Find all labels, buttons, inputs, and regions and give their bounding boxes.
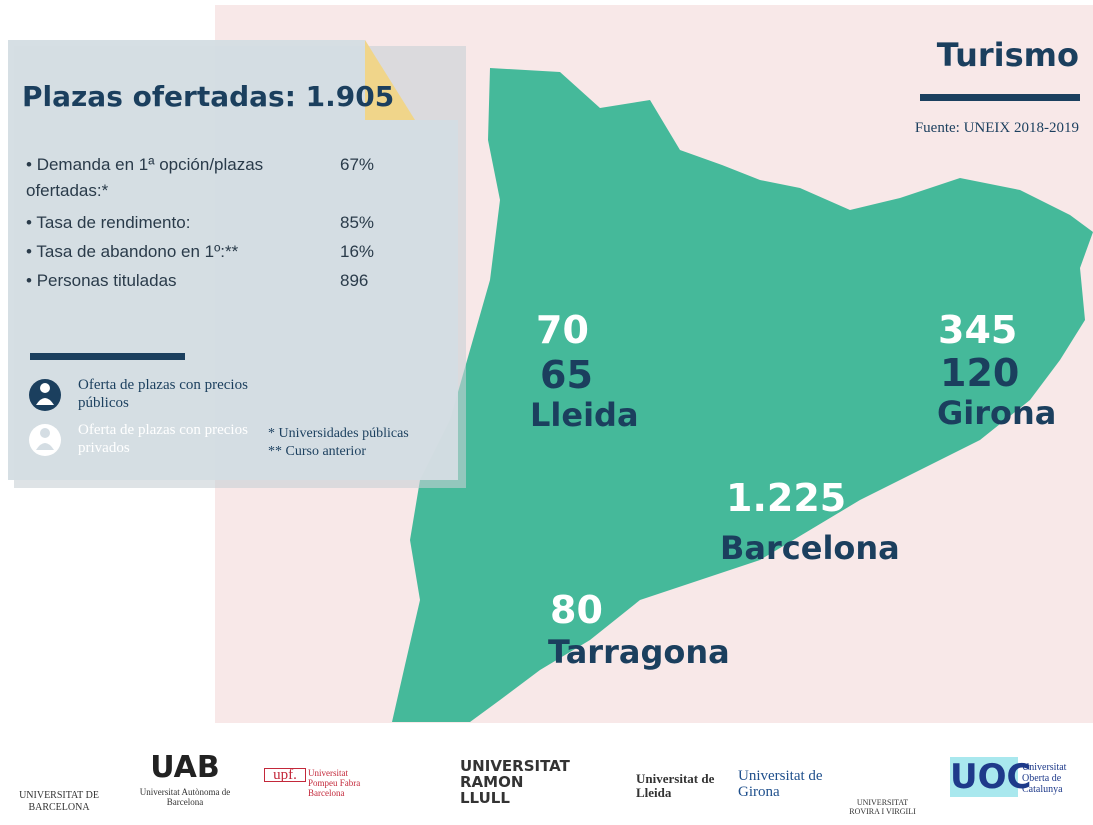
stat-value: 85% xyxy=(340,213,375,232)
region-value: 70 xyxy=(536,308,589,352)
region-value: 345 xyxy=(938,308,1018,352)
stat-row: Tasa de abandono en 1º:** 16% xyxy=(26,239,374,265)
logo-uab: Universitat Autònoma de Barcelona xyxy=(139,787,231,807)
region-value: 1.225 xyxy=(726,476,847,520)
panel-title: Plazas ofertadas: 1.905 xyxy=(22,80,395,113)
stat-label: Tasa de rendimento: xyxy=(26,210,306,236)
stat-value: 896 xyxy=(340,271,369,290)
stat-value: 67% xyxy=(340,155,375,174)
logo-udg: Universitat de Girona xyxy=(738,768,823,800)
region-name: Girona xyxy=(937,394,1057,432)
region-value: 80 xyxy=(550,588,603,632)
region-value: 65 xyxy=(540,353,593,397)
logo-uoc-mark: UOC xyxy=(950,757,1032,797)
note: * Universidades públicas xyxy=(268,426,409,441)
panel-divider xyxy=(30,353,185,360)
logo-udl: Universitat de Lleida xyxy=(636,771,715,800)
region-name: Tarragona xyxy=(548,633,730,671)
logo-upf-mark: upf. xyxy=(264,768,306,783)
catalonia-map xyxy=(392,68,1093,722)
stat-label: Tasa de abandono en 1º:** xyxy=(26,239,306,265)
stat-label: Personas tituladas xyxy=(26,268,306,294)
region-value: 120 xyxy=(940,351,1020,395)
logo-uoc: Universitat Oberta de Catalunya xyxy=(1022,762,1067,795)
private-icon xyxy=(29,424,61,456)
stat-value: 16% xyxy=(340,242,375,261)
region-name: Lleida xyxy=(530,396,639,434)
stat-row: Tasa de rendimento: 85% xyxy=(26,210,374,236)
source: Fuente: UNEIX 2018-2019 xyxy=(914,120,1079,136)
logo-uab-mark: UAB xyxy=(150,750,220,785)
stat-row: Personas tituladas 896 xyxy=(26,268,369,294)
folded-corner xyxy=(365,40,415,120)
stat-label: Demanda en 1ª opción/plazas ofertadas:* xyxy=(26,152,306,204)
logo-ub: UNIVERSITAT DE BARCELONA xyxy=(19,790,99,813)
logo-urv: UNIVERSITAT ROVIRA I VIRGILI xyxy=(849,798,916,816)
logo-upf: Universitat Pompeu Fabra Barcelona xyxy=(308,768,361,798)
note: ** Curso anterior xyxy=(268,444,366,459)
title-underline xyxy=(920,94,1080,101)
stat-row: Demanda en 1ª opción/plazas ofertadas:* 6… xyxy=(26,152,374,204)
public-icon xyxy=(29,379,61,411)
legend-private: Oferta de plazas con precios privados xyxy=(78,422,248,456)
title: Turismo xyxy=(936,36,1079,74)
legend-public: Oferta de plazas con precios públicos xyxy=(78,377,248,411)
logo-strip xyxy=(0,723,1093,825)
logo-url: UNIVERSITAT RAMON LLULL xyxy=(460,757,570,807)
region-name: Barcelona xyxy=(720,529,900,567)
